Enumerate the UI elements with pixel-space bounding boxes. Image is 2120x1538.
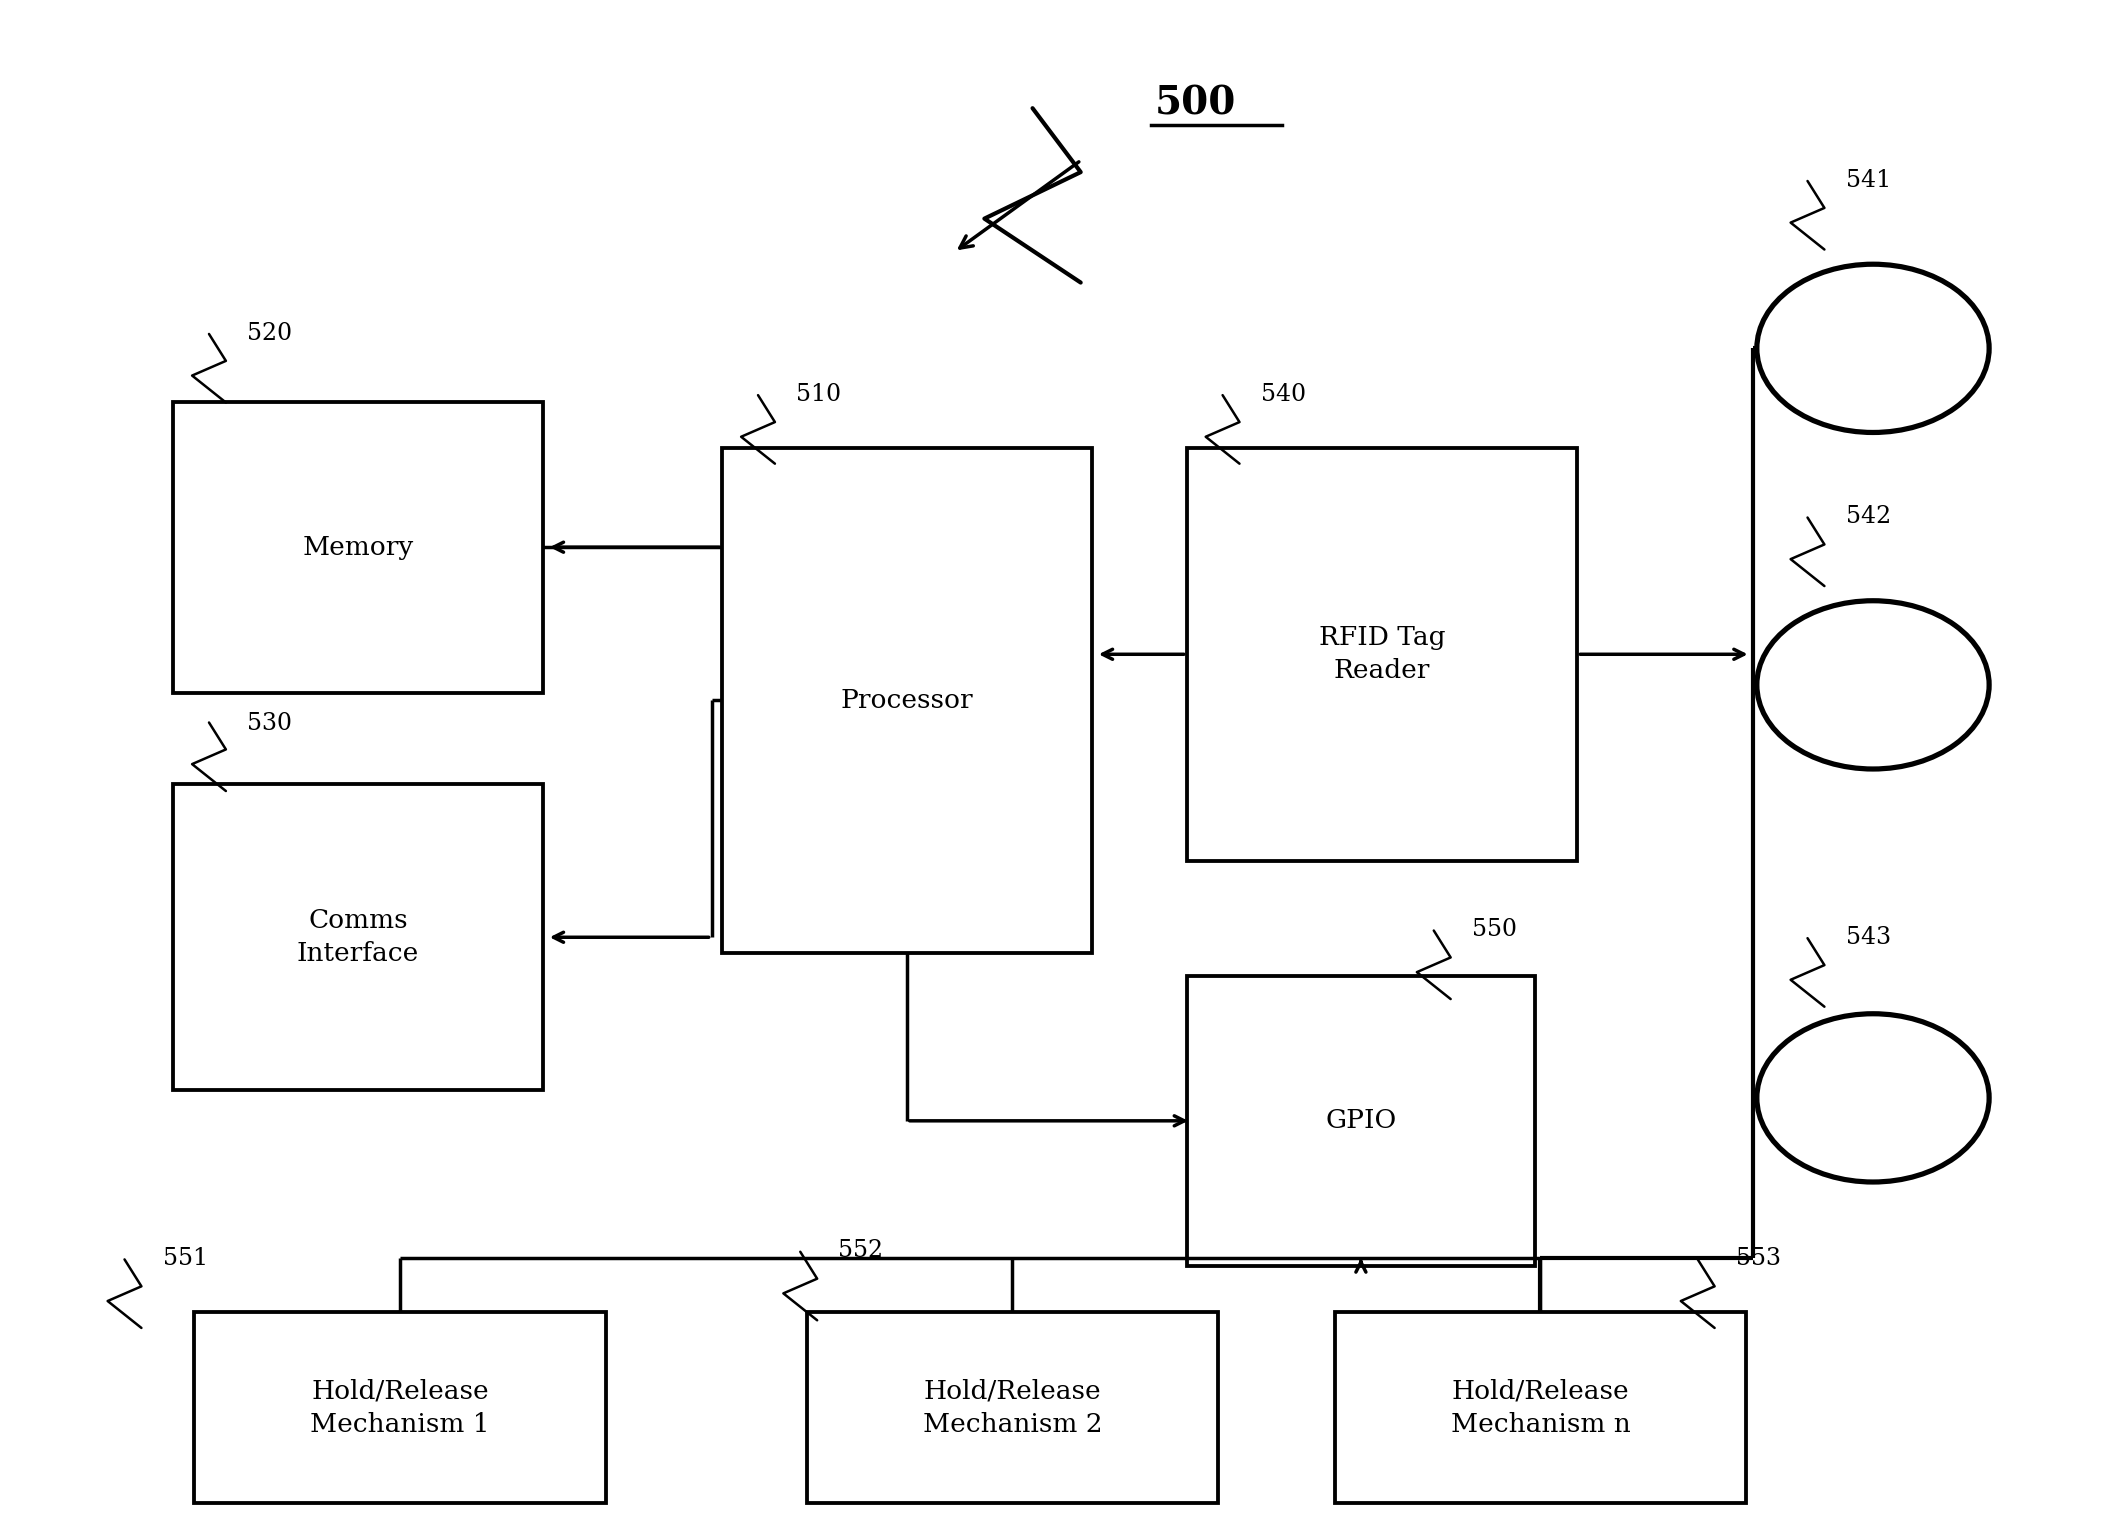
Text: 542: 542 bbox=[1847, 504, 1891, 528]
Circle shape bbox=[1757, 1014, 1989, 1183]
Bar bbox=[806, 1312, 1219, 1503]
Bar bbox=[174, 401, 543, 692]
Text: 553: 553 bbox=[1736, 1247, 1781, 1270]
Text: Hold/Release
Mechanism 1: Hold/Release Mechanism 1 bbox=[310, 1378, 490, 1436]
Bar bbox=[1187, 448, 1577, 861]
Text: 550: 550 bbox=[1471, 918, 1516, 941]
Text: Hold/Release
Mechanism n: Hold/Release Mechanism n bbox=[1450, 1378, 1630, 1436]
Bar bbox=[174, 784, 543, 1090]
Text: Processor: Processor bbox=[842, 687, 973, 712]
Bar bbox=[723, 448, 1092, 952]
Text: Memory: Memory bbox=[303, 535, 413, 560]
Text: 551: 551 bbox=[163, 1247, 208, 1270]
Text: 530: 530 bbox=[248, 712, 293, 735]
Text: 541: 541 bbox=[1847, 169, 1891, 192]
Text: 540: 540 bbox=[1261, 383, 1306, 406]
Bar bbox=[195, 1312, 606, 1503]
Text: 552: 552 bbox=[837, 1240, 884, 1263]
Text: RFID Tag
Reader: RFID Tag Reader bbox=[1319, 626, 1446, 683]
Text: 510: 510 bbox=[795, 383, 842, 406]
Circle shape bbox=[1757, 265, 1989, 432]
Text: GPIO: GPIO bbox=[1325, 1109, 1397, 1134]
Bar bbox=[1333, 1312, 1747, 1503]
Text: 543: 543 bbox=[1847, 926, 1891, 949]
Text: 520: 520 bbox=[248, 321, 293, 345]
Bar bbox=[1187, 975, 1535, 1266]
Text: 500: 500 bbox=[1155, 85, 1236, 123]
Circle shape bbox=[1757, 601, 1989, 769]
Text: Hold/Release
Mechanism 2: Hold/Release Mechanism 2 bbox=[922, 1378, 1102, 1436]
Text: Comms
Interface: Comms Interface bbox=[297, 909, 420, 966]
